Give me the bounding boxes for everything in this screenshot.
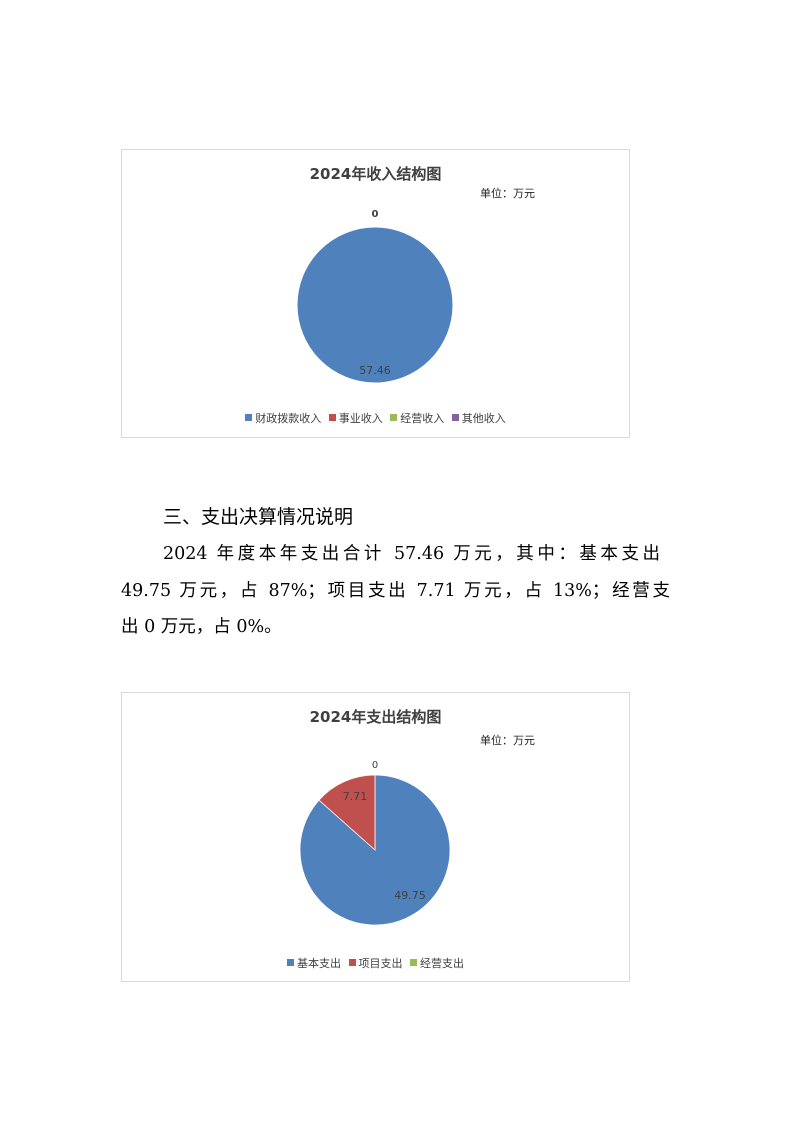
paragraph-line: 2024 年度本年支出合计 57.46 万元，其中：基本支出 (163, 544, 660, 564)
expense-pie: 49.75 7.71 0 (299, 760, 451, 926)
legend-item: 项目支出 (348, 955, 403, 971)
chart-title: 2024年收入结构图 (309, 165, 442, 183)
legend-label: 经营支出 (420, 957, 464, 970)
data-label: 7.71 (343, 790, 368, 803)
legend-item: 基本支出 (287, 955, 341, 971)
legend-swatch (287, 959, 294, 966)
expense-chart: 49.75 7.71 0 2024年支出结构图 单位：万元 基本支出 项目支出 经营… (121, 692, 630, 982)
chart-legend: 基本支出 项目支出 经营支出 (122, 955, 629, 971)
legend-swatch (245, 414, 253, 421)
chart-unit: 单位：万元 (480, 187, 535, 200)
section-heading: 三、支出决算情况说明 (163, 506, 354, 528)
paragraph-line: 49.75 万元，占 87%；项目支出 7.71 万元，占 13%；经营支 (121, 581, 670, 601)
chart-unit: 单位：万元 (480, 734, 535, 747)
data-label: 57.46 (359, 364, 391, 377)
data-label: 0 (372, 760, 378, 771)
legend-swatch (390, 414, 398, 421)
legend-label: 财政拨款收入 (255, 412, 322, 425)
pie-slice-财政拨款收入 (296, 226, 454, 384)
pie-slice-项目支出 (318, 774, 376, 851)
data-label: 0 (372, 209, 379, 220)
legend-label: 基本支出 (297, 957, 341, 970)
legend-label: 项目支出 (358, 957, 403, 970)
legend-item: 事业收入 (328, 410, 383, 426)
legend-item: 经营支出 (410, 955, 464, 971)
legend-item: 其他收入 (451, 410, 506, 426)
legend-item: 经营收入 (390, 410, 444, 426)
data-label: 49.75 (394, 889, 426, 902)
income-pie: 57.46 0 (296, 209, 454, 384)
legend-label: 其他收入 (461, 412, 506, 425)
chart-title: 2024年支出结构图 (309, 708, 442, 726)
legend-swatch (328, 414, 336, 421)
legend-swatch (410, 959, 417, 966)
income-chart: 57.46 0 2024年收入结构图 单位：万元 财政拨款收入 事业收入 经营收入… (121, 149, 630, 438)
chart-legend: 财政拨款收入 事业收入 经营收入 其他收入 (122, 410, 629, 426)
legend-swatch (451, 414, 459, 421)
legend-item: 财政拨款收入 (245, 410, 321, 426)
legend-label: 经营收入 (400, 412, 445, 425)
legend-label: 事业收入 (338, 412, 383, 425)
legend-swatch (348, 959, 356, 966)
paragraph-line: 出 0 万元，占 0%。 (121, 617, 282, 637)
